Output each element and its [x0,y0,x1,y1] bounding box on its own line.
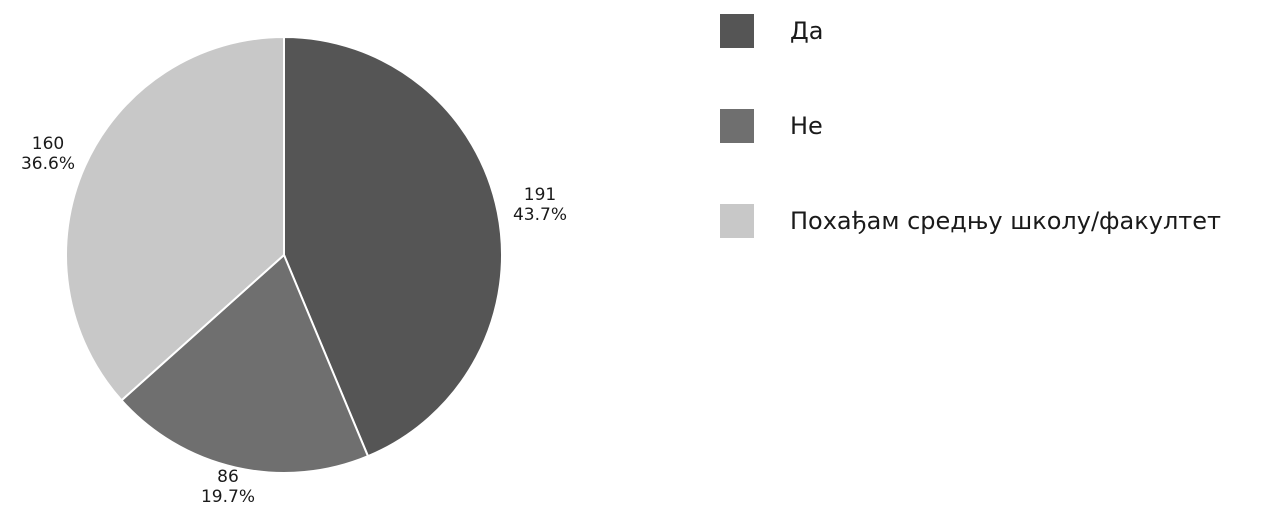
legend-item-1: Да [720,14,823,48]
legend-swatch-2 [720,109,754,143]
legend-label-3: Похађам средњу школу/факултет [790,207,1221,235]
legend-label-1: Да [790,17,823,45]
slice-value-label-2: 86 [217,467,239,487]
slice-percent-label-3: 36.6% [21,154,75,174]
pie-slices [65,35,504,474]
legend-item-3: Похађам средњу школу/факултет [720,204,1221,238]
legend-swatch-3 [720,204,754,238]
pie-slice-3 [65,35,285,402]
pie-slice-2 [120,253,370,474]
pie-slice-1 [283,35,504,458]
slice-value-label-3: 160 [32,134,64,154]
legend-label-2: Не [790,112,823,140]
slice-percent-label-1: 43.7% [513,205,567,225]
slice-percent-label-2: 19.7% [201,487,255,507]
legend: Да Не Похађам средњу школу/факултет [720,14,1221,238]
legend-swatch-1 [720,14,754,48]
legend-item-2: Не [720,109,823,143]
slice-value-label-1: 191 [524,185,556,205]
